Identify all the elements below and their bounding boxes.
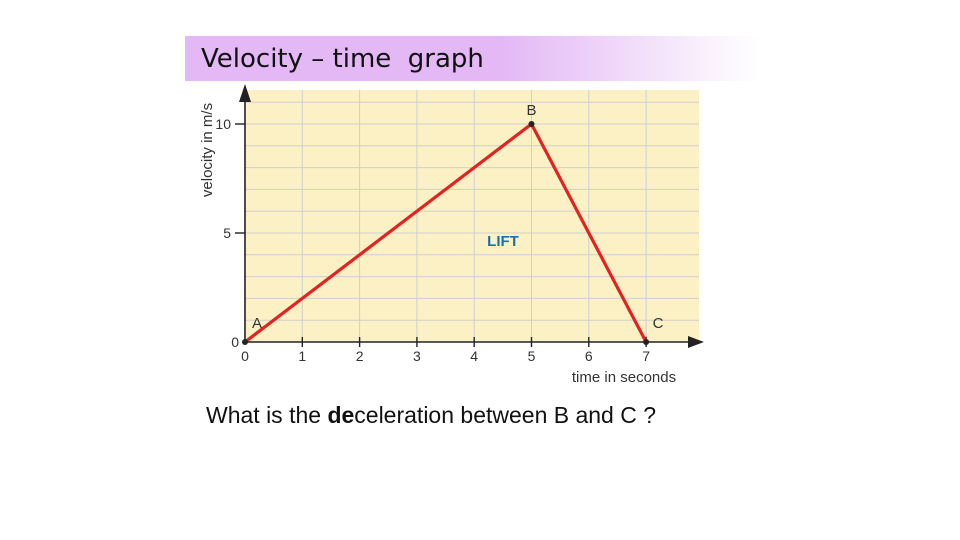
y-axis-arrow — [239, 84, 251, 102]
question-text: What is the deceleration between B and C… — [206, 402, 656, 429]
y-tick-label: 10 — [215, 116, 231, 132]
x-axis-arrow — [688, 336, 704, 348]
x-tick-label: 5 — [528, 348, 536, 364]
point-label: C — [653, 315, 664, 332]
data-point — [528, 121, 535, 127]
y-axis-label: velocity in m/s — [199, 103, 216, 197]
x-tick-label: 2 — [356, 348, 364, 364]
point-label: A — [252, 315, 262, 332]
x-tick-label: 3 — [413, 348, 421, 364]
y-tick-label: 0 — [231, 334, 239, 350]
title-bar: Velocity – time graph — [185, 36, 760, 81]
x-tick-label: 6 — [585, 348, 593, 364]
x-tick-label: 1 — [298, 348, 306, 364]
slide-title: Velocity – time graph — [201, 44, 484, 74]
y-tick-label: 5 — [223, 225, 231, 241]
question-prefix: What is the — [206, 402, 328, 428]
question-emphasis: de — [327, 402, 355, 428]
x-tick-label: 0 — [241, 348, 249, 364]
plot-background — [245, 90, 699, 342]
data-point — [242, 339, 248, 345]
annotation-label: LIFT — [487, 233, 519, 250]
x-tick-label: 4 — [470, 348, 478, 364]
question-suffix: celeration between B and C ? — [354, 402, 657, 428]
x-axis-label: time in seconds — [572, 369, 676, 386]
point-label: B — [526, 102, 536, 119]
data-point — [643, 339, 650, 345]
x-tick-label: 7 — [642, 348, 650, 364]
